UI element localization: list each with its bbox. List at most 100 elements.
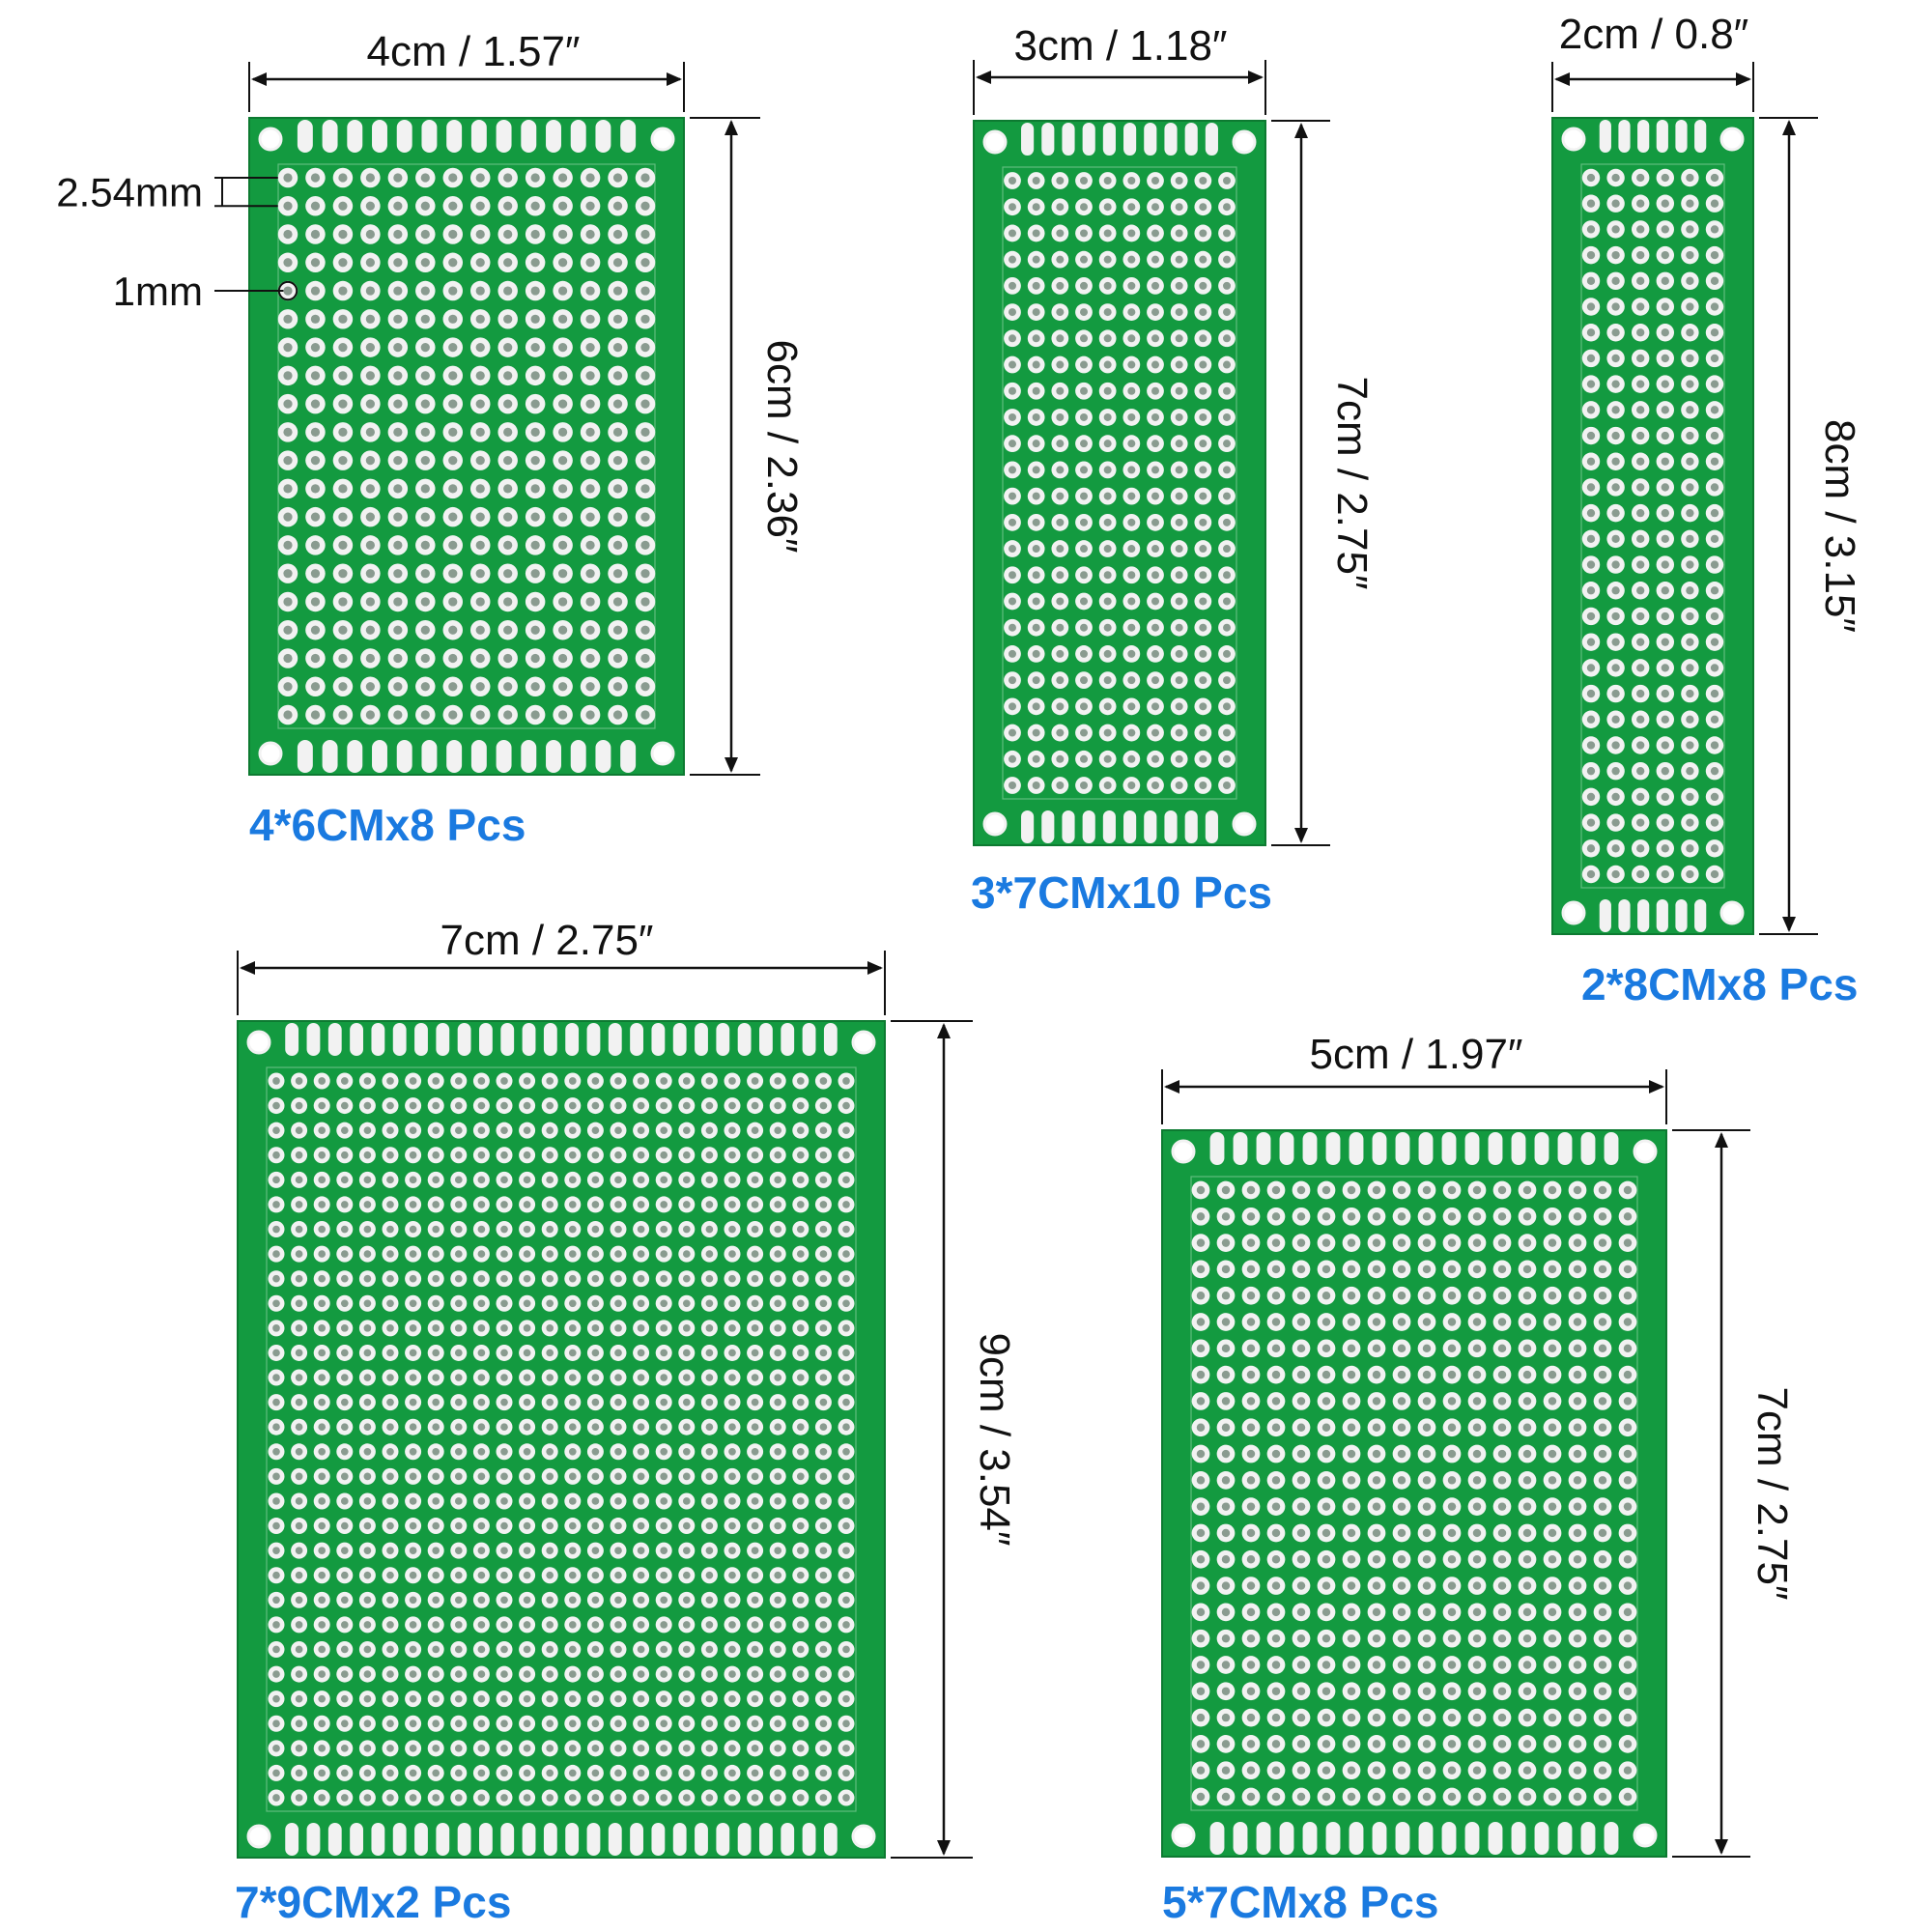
pad-hole [660,1547,668,1554]
pad-hole [365,371,375,381]
pad-hole [1661,689,1669,698]
pad-hole [340,1250,349,1258]
pad-hole [1710,302,1719,311]
pad-hole [568,1151,577,1159]
pad-hole [1598,1238,1607,1247]
pad-hole [728,1101,736,1110]
pad-hole [1223,676,1231,685]
pad-hole [523,1472,531,1481]
pad-hole [614,1769,622,1777]
pad-hole [1056,203,1065,212]
pad-hole [660,1423,668,1432]
edge-pad-top [285,1023,299,1056]
pad-hole [1686,509,1694,518]
pad-hole [1196,1528,1206,1538]
pad-hole [272,1447,280,1456]
pad-hole [1221,1476,1231,1485]
pad-hole [1009,702,1016,711]
pad-hole [1196,1370,1206,1379]
pad-hole [568,1349,577,1357]
pad-hole [1586,250,1596,260]
pad-hole [558,229,568,240]
pad-hole [420,427,430,437]
pad-hole [1199,702,1208,711]
height-label: 9cm / 3.54″ [971,1332,1018,1546]
pad-hole [1586,689,1596,698]
pad-hole [1661,844,1669,853]
pad-hole [1598,1528,1607,1538]
pad-hole [1080,676,1088,685]
pad-hole [363,1521,372,1530]
pad-hole [338,569,348,579]
pad-hole [1686,483,1694,492]
pad-hole [1271,1713,1281,1722]
pad-hole [774,1374,782,1381]
pad-hole [1032,360,1040,369]
pad-hole [1032,545,1040,554]
pad-hole [454,1225,463,1234]
pad-hole [1636,638,1645,646]
pad-hole [1032,466,1040,474]
edge-pad-bottom [1256,1822,1271,1855]
height-label: 8cm / 3.15″ [1816,419,1863,633]
pad-hole [475,314,485,324]
pad-hole [640,201,650,211]
pad-hole [1080,492,1088,500]
pad-hole [1548,1318,1557,1326]
pad-hole [500,1176,508,1184]
pad-hole [585,314,595,324]
pad-hole [432,1349,440,1357]
pad-hole [546,1349,554,1357]
pad-hole [705,1176,714,1184]
pad-hole [1321,1634,1331,1643]
pad-hole [819,1423,828,1432]
pad-hole [1397,1792,1406,1802]
pad-hole [295,1176,303,1184]
pad-hole [1032,518,1040,526]
pad-hole [432,1274,440,1283]
pad-hole [1422,1397,1432,1406]
edge-pad-top [496,120,512,153]
pad-hole [272,1621,280,1629]
pad-hole [386,1571,394,1579]
edge-pad-bottom [1488,1822,1503,1855]
pad-hole [1175,518,1183,526]
pad-hole [1151,281,1159,290]
pad-hole [500,1201,508,1208]
pad-hole [1103,518,1112,526]
edge-pad-top [392,1023,407,1056]
pad-hole [1056,571,1065,580]
pad-hole [1080,545,1088,554]
pad-hole [585,625,595,635]
pad-hole [1372,1292,1381,1300]
pad-hole [751,1745,759,1752]
pad-hole [386,1324,394,1332]
silkscreen-frame [1002,166,1237,800]
pad-hole [1422,1292,1432,1300]
pad-hole [1196,1185,1206,1195]
pad-hole [1056,649,1065,658]
pad-hole [1661,406,1669,414]
pad-hole [1497,1264,1507,1274]
pad-hole [1347,1344,1356,1353]
pad-hole [1246,1449,1256,1459]
pad-hole [751,1274,759,1283]
pad-hole [751,1694,759,1703]
pad-hole [705,1398,714,1406]
pad-hole [1710,431,1719,440]
pad-hole [1422,1581,1432,1590]
pad-hole [393,597,403,607]
pad-hole [1422,1555,1432,1564]
pad-hole [1548,1397,1557,1406]
pad-hole [1009,597,1016,606]
pad-hole [1710,741,1719,750]
pad-hole [842,1745,850,1752]
pad-hole [386,1201,394,1208]
pad-hole [409,1645,417,1654]
pad-hole [272,1745,280,1752]
pad-hole [1223,360,1231,369]
pad-hole [386,1670,394,1678]
pad-hole [546,1299,554,1308]
pad-hole [1127,360,1136,369]
pad-hole [1032,492,1040,500]
